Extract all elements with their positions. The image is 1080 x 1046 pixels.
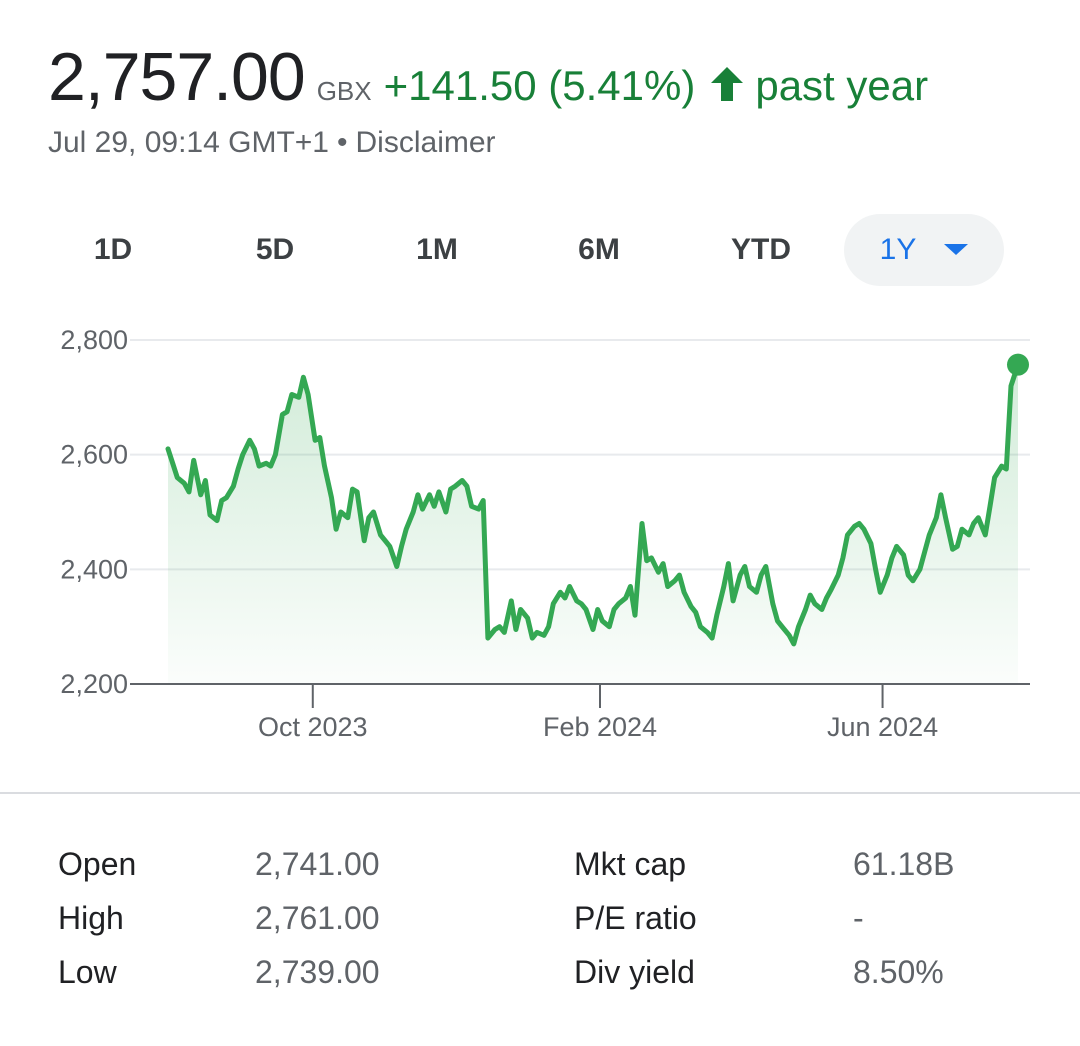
stat-value-high: 2,761.00 — [255, 900, 380, 936]
range-selector: 1D 5D 1M 6M YTD 1Y — [48, 214, 1008, 286]
stat-value-pe-ratio: - — [853, 900, 864, 936]
price-change: +141.50 (5.41%) — [383, 62, 696, 109]
stat-label-open: Open — [58, 846, 137, 882]
price-line — [165, 362, 1021, 647]
range-tab-6m[interactable]: 6M — [578, 233, 620, 266]
x-tick-label: Feb 2024 — [543, 712, 657, 742]
stat-label-div-yield: Div yield — [574, 954, 695, 990]
quote-meta: Jul 29, 09:14 GMT+1 • Disclaimer — [48, 126, 496, 160]
stat-value-mkt-cap: 61.18B — [853, 846, 955, 882]
x-tick-label: Jun 2024 — [827, 712, 938, 742]
quote-header: 2,757.00 GBX +141.50 (5.41%) past year — [48, 38, 928, 116]
range-tab-1y-label: 1Y — [879, 233, 917, 266]
price-chart-svg: 2,200 2,400 2,600 2,800 Oct 2023 Feb 2024 Jun… — [60, 325, 1030, 742]
stat-label-low: Low — [58, 954, 117, 990]
range-tab-ytd[interactable]: YTD — [731, 233, 791, 266]
range-tab-1m[interactable]: 1M — [416, 233, 458, 266]
stat-value-div-yield: 8.50% — [853, 954, 944, 990]
y-tick-label: 2,400 — [60, 554, 128, 584]
range-tab-5d[interactable]: 5D — [255, 233, 295, 266]
meta-separator: • — [337, 126, 348, 159]
y-tick-label: 2,600 — [60, 440, 128, 470]
current-price: 2,757.00 — [48, 39, 306, 115]
y-tick-label: 2,200 — [60, 669, 128, 699]
price-chart[interactable]: 2,200 2,400 2,600 2,800 Oct 2023 Feb 2024 Jun… — [0, 310, 1080, 770]
stat-label-high: High — [58, 900, 124, 936]
section-divider — [0, 792, 1080, 794]
price-area — [168, 364, 1018, 684]
latest-price-dot — [1007, 353, 1029, 376]
chevron-down-icon — [944, 243, 969, 255]
stat-label-mkt-cap: Mkt cap — [574, 846, 687, 882]
y-tick-label: 2,800 — [60, 325, 128, 355]
disclaimer-link[interactable]: Disclaimer — [355, 126, 496, 159]
stat-value-open: 2,741.00 — [255, 846, 380, 882]
quote-timestamp: Jul 29, 09:14 GMT+1 — [48, 126, 329, 159]
stat-value-low: 2,739.00 — [255, 954, 380, 990]
stat-label-pe-ratio: P/E ratio — [574, 900, 697, 936]
range-tab-1d[interactable]: 1D — [93, 233, 133, 266]
change-period: past year — [755, 62, 929, 109]
arrow-up-icon — [709, 65, 745, 103]
x-tick-label: Oct 2023 — [258, 712, 368, 742]
range-tab-1y[interactable]: 1Y — [844, 214, 1004, 286]
currency-code: GBX — [316, 76, 372, 106]
